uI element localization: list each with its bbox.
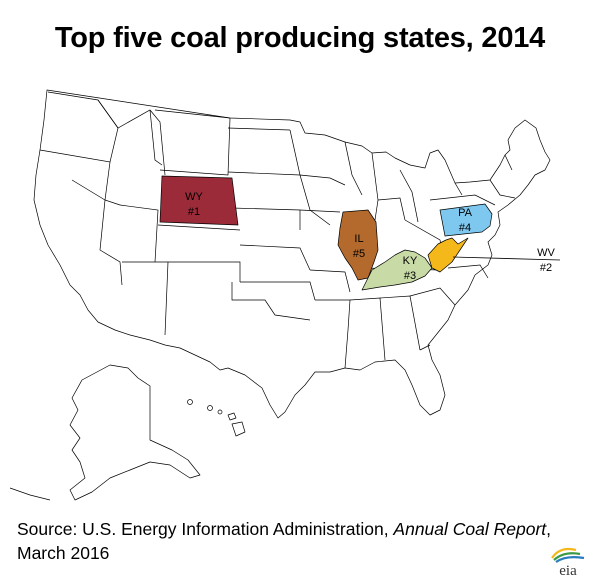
- source-suffix: , March 2016: [17, 519, 552, 563]
- source-publication: Annual Coal Report: [393, 519, 547, 539]
- label-wv-rank: #2: [540, 262, 552, 274]
- state-wy: [159, 175, 239, 226]
- state-il: [337, 209, 379, 281]
- label-pa: PA: [458, 207, 473, 219]
- label-il: IL: [354, 233, 363, 245]
- contiguous-us-outline: [33, 89, 551, 419]
- hawaii-islands: [187, 399, 246, 437]
- label-ky: KY: [403, 255, 418, 267]
- label-wy: WY: [185, 191, 203, 203]
- state-pa: [439, 203, 493, 237]
- label-il-rank: #5: [353, 248, 365, 260]
- state-wv: [427, 237, 469, 273]
- eia-logo-text: eia: [559, 563, 577, 578]
- label-wy-rank: #1: [188, 206, 200, 218]
- label-pa-rank: #4: [459, 222, 471, 234]
- wv-callout-line: [452, 256, 561, 261]
- alaska-outline: [69, 364, 201, 501]
- chart-title: Top five coal producing states, 2014: [54, 22, 546, 54]
- label-wv: WV: [537, 247, 555, 259]
- label-ky-rank: #3: [404, 270, 416, 282]
- source-prefix: Source: U.S. Energy Information Administ…: [17, 519, 394, 539]
- source-note: Source: U.S. Energy Information Administ…: [17, 517, 587, 565]
- eia-logo: eia: [551, 547, 585, 578]
